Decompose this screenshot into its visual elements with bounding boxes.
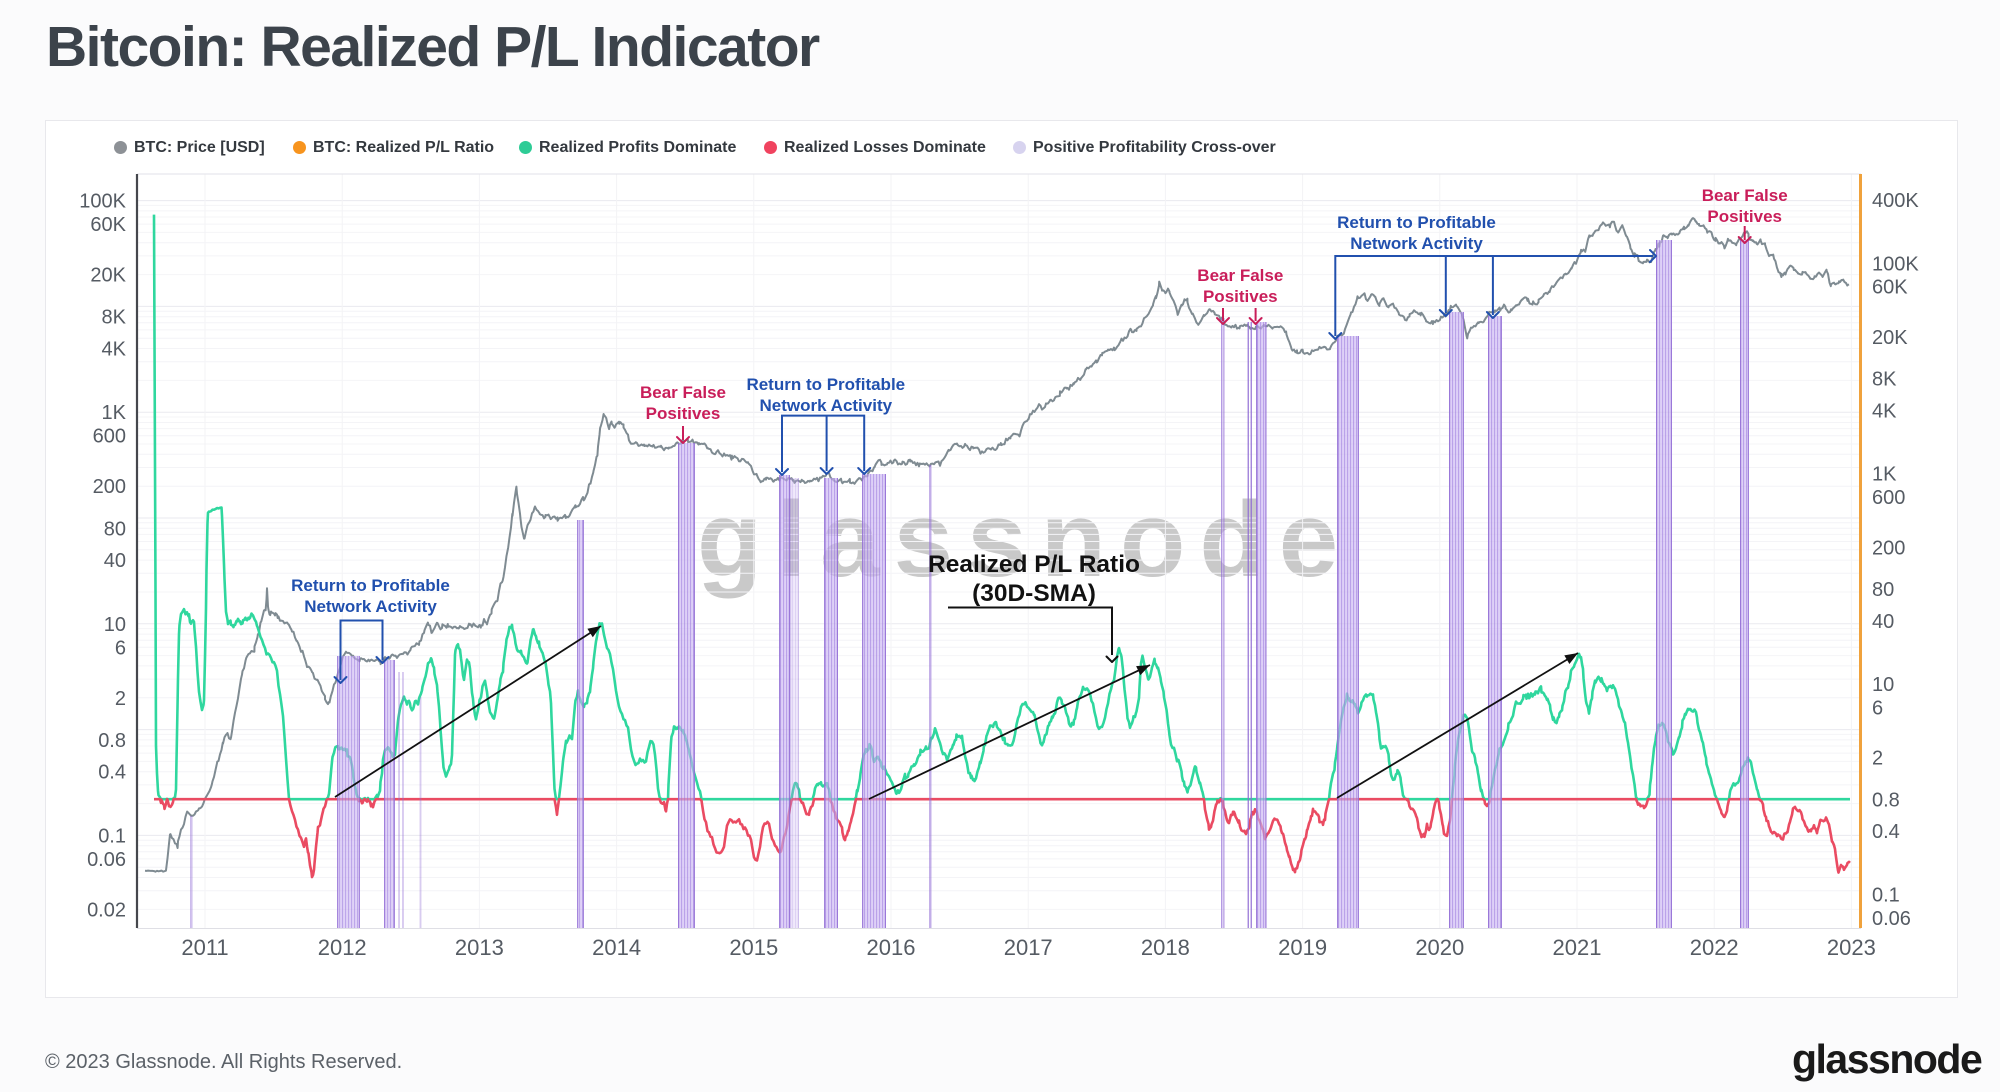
svg-text:400K: 400K — [1872, 190, 1919, 212]
svg-text:200: 200 — [1872, 537, 1905, 559]
svg-text:80: 80 — [104, 518, 126, 540]
svg-text:2011: 2011 — [181, 935, 228, 960]
svg-text:40: 40 — [1872, 611, 1894, 633]
svg-text:2021: 2021 — [1553, 935, 1602, 960]
svg-text:Positives: Positives — [1707, 207, 1782, 226]
svg-text:Bear False: Bear False — [1197, 266, 1283, 285]
svg-text:Network Activity: Network Activity — [1350, 234, 1483, 253]
svg-text:Network Activity: Network Activity — [304, 597, 437, 616]
svg-text:600: 600 — [93, 426, 126, 448]
svg-text:2022: 2022 — [1690, 935, 1739, 960]
svg-text:2012: 2012 — [318, 935, 367, 960]
svg-text:1K: 1K — [1872, 464, 1897, 486]
svg-text:4K: 4K — [1872, 400, 1897, 422]
svg-text:4K: 4K — [102, 339, 127, 361]
svg-text:Positives: Positives — [646, 404, 721, 423]
svg-text:100K: 100K — [1872, 253, 1919, 275]
svg-text:40: 40 — [104, 550, 126, 572]
svg-text:6: 6 — [115, 637, 126, 659]
svg-text:glassnode: glassnode — [697, 479, 1352, 599]
svg-text:10: 10 — [1872, 674, 1894, 696]
svg-text:600: 600 — [1872, 487, 1905, 509]
svg-text:1K: 1K — [102, 402, 127, 424]
svg-text:8K: 8K — [102, 307, 127, 329]
svg-text:Bear False: Bear False — [1702, 186, 1788, 205]
svg-text:(30D-SMA): (30D-SMA) — [972, 580, 1096, 607]
svg-text:100K: 100K — [79, 191, 126, 213]
svg-text:10: 10 — [104, 614, 126, 636]
svg-text:0.4: 0.4 — [98, 762, 126, 784]
svg-text:2018: 2018 — [1141, 935, 1190, 960]
svg-text:2023: 2023 — [1827, 935, 1876, 960]
svg-text:Positives: Positives — [1203, 287, 1278, 306]
svg-text:20K: 20K — [1872, 327, 1908, 349]
svg-text:Return to Profitable: Return to Profitable — [1337, 213, 1496, 232]
svg-text:6: 6 — [1872, 698, 1883, 720]
svg-text:2019: 2019 — [1278, 935, 1327, 960]
svg-text:60K: 60K — [90, 214, 126, 236]
svg-text:0.06: 0.06 — [87, 849, 126, 871]
svg-text:0.8: 0.8 — [1872, 790, 1900, 812]
svg-text:2: 2 — [115, 688, 126, 710]
svg-text:0.4: 0.4 — [1872, 821, 1900, 843]
svg-text:0.8: 0.8 — [98, 730, 126, 752]
svg-text:Bear False: Bear False — [640, 383, 726, 402]
svg-text:0.06: 0.06 — [1872, 908, 1911, 930]
svg-text:0.1: 0.1 — [98, 825, 126, 847]
svg-text:80: 80 — [1872, 579, 1894, 601]
svg-text:0.1: 0.1 — [1872, 885, 1900, 907]
svg-text:20K: 20K — [90, 265, 126, 287]
svg-text:0.02: 0.02 — [87, 899, 126, 921]
svg-text:2: 2 — [1872, 748, 1883, 770]
svg-text:2020: 2020 — [1415, 935, 1464, 960]
svg-text:8K: 8K — [1872, 369, 1897, 391]
svg-text:Network Activity: Network Activity — [760, 396, 893, 415]
svg-text:Return to Profitable: Return to Profitable — [291, 576, 450, 595]
svg-text:200: 200 — [93, 476, 126, 498]
svg-text:Return to Profitable: Return to Profitable — [746, 375, 905, 394]
svg-text:2016: 2016 — [867, 935, 916, 960]
svg-text:2013: 2013 — [455, 935, 504, 960]
svg-text:Realized P/L Ratio: Realized P/L Ratio — [928, 551, 1140, 578]
svg-text:2015: 2015 — [729, 935, 778, 960]
svg-text:2017: 2017 — [1004, 935, 1053, 960]
svg-text:2014: 2014 — [592, 935, 641, 960]
svg-text:60K: 60K — [1872, 277, 1908, 299]
